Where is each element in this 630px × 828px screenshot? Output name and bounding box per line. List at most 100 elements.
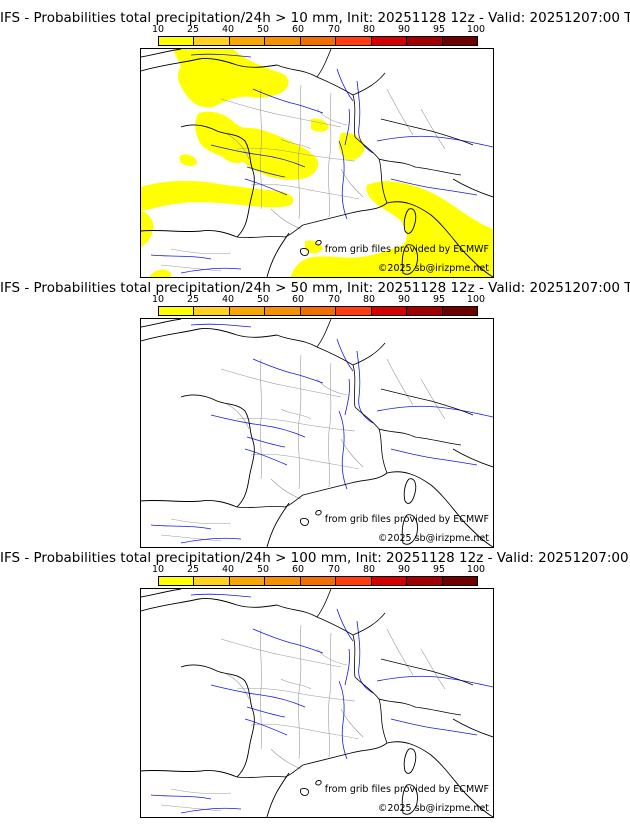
coastline <box>403 748 417 774</box>
river <box>336 68 354 102</box>
colorbar-tick-label: 50 <box>256 294 270 305</box>
region-boundary <box>386 358 414 406</box>
coastline <box>386 201 493 277</box>
region-boundary <box>270 748 302 770</box>
country-border <box>316 589 332 618</box>
coastline <box>141 49 182 58</box>
colorbar-swatch <box>442 577 477 585</box>
region-boundary <box>270 478 302 500</box>
region-boundary <box>160 804 222 812</box>
forecast-panel-50mm: IFS - Probabilities total precipitation/… <box>0 270 630 548</box>
colorbar-tick-label: 70 <box>327 294 341 305</box>
region-boundary <box>236 417 356 432</box>
colorbar-swatch <box>407 307 443 315</box>
river <box>246 436 286 448</box>
colorbar-swatch <box>442 37 477 45</box>
coastline <box>141 769 238 778</box>
region-boundary <box>316 378 348 396</box>
map-base-layer <box>141 589 493 817</box>
region-boundary <box>170 248 232 255</box>
river <box>190 323 252 328</box>
precip-area <box>141 180 294 211</box>
colorbar-tick-label: 90 <box>397 24 411 35</box>
river <box>246 166 286 178</box>
coastline <box>141 229 238 238</box>
colorbar-tick-label: 40 <box>221 24 235 35</box>
country-border <box>352 634 356 678</box>
river <box>390 178 478 196</box>
colorbar-tick-label: 90 <box>397 294 411 305</box>
region-boundary <box>250 723 360 740</box>
river <box>338 410 348 490</box>
coastline <box>180 124 255 238</box>
river <box>344 378 350 416</box>
coastline <box>141 58 278 72</box>
colorbar-swatch <box>229 577 266 585</box>
coastline <box>300 788 310 796</box>
colorbar-swatch <box>159 577 195 585</box>
country-border <box>236 764 304 778</box>
region-boundary <box>386 628 414 676</box>
colorbar-tick-label: 40 <box>221 564 235 575</box>
colorbar-tick-label: 50 <box>256 564 270 575</box>
coastline <box>403 208 417 234</box>
country-border <box>414 436 462 446</box>
copyright: ©2025 sb@irizpme.net <box>377 263 489 274</box>
region-boundary <box>260 358 262 480</box>
coastline <box>315 780 322 786</box>
coastline <box>266 772 290 817</box>
colorbar-tick-label: 60 <box>291 24 305 35</box>
river <box>252 88 324 114</box>
panel-title: IFS - Probabilities total precipitation/… <box>0 280 630 296</box>
region-boundary <box>298 354 302 490</box>
river <box>390 448 478 466</box>
coastline <box>302 202 388 226</box>
river <box>376 405 493 418</box>
colorbar-tick-label: 80 <box>362 24 376 35</box>
coastline <box>141 598 278 612</box>
river <box>210 414 306 438</box>
coastline <box>302 742 388 766</box>
precip-area <box>338 132 365 161</box>
river <box>244 448 288 466</box>
region-boundary <box>170 788 232 795</box>
coastline <box>266 232 290 277</box>
precip-area <box>149 269 171 277</box>
river <box>338 140 348 220</box>
region-boundary <box>420 378 446 420</box>
river <box>190 53 252 58</box>
country-border <box>378 158 388 204</box>
coastline <box>266 502 290 547</box>
river <box>150 524 212 530</box>
coastline <box>403 478 417 504</box>
colorbar-swatch <box>336 577 372 585</box>
colorbar-tick-label: 60 <box>291 294 305 305</box>
panel-title: IFS - Probabilities total precipitation/… <box>0 10 630 26</box>
france-map <box>141 319 493 547</box>
coastline <box>141 328 278 342</box>
coastline <box>302 472 388 496</box>
colorbar-tick-label: 25 <box>186 24 200 35</box>
map-frame: from grib files provided by ECMWF ©2025 … <box>140 588 494 818</box>
region-boundary <box>220 638 342 668</box>
region-boundary <box>220 368 342 398</box>
river <box>376 675 493 688</box>
river <box>180 537 242 544</box>
river <box>338 680 348 760</box>
river <box>336 338 354 372</box>
river <box>180 267 242 274</box>
country-border <box>378 158 416 168</box>
region-boundary <box>250 453 360 470</box>
panel-title: IFS - Probabilities total precipitation/… <box>0 550 630 566</box>
copyright: ©2025 sb@irizpme.net <box>377 533 489 544</box>
probability-colorbar <box>158 36 478 46</box>
scale-labels: 10 25 40 50 60 70 80 90 95 100 <box>152 564 485 576</box>
map-frame: from grib files provided by ECMWF ©2025 … <box>140 48 494 278</box>
colorbar-tick-label: 50 <box>256 24 270 35</box>
region-boundary <box>298 624 302 760</box>
region-boundary <box>316 648 348 666</box>
colorbar-swatch <box>194 37 230 45</box>
colorbar-tick-label: 60 <box>291 564 305 575</box>
country-border <box>352 364 356 408</box>
colorbar-swatch <box>265 307 301 315</box>
